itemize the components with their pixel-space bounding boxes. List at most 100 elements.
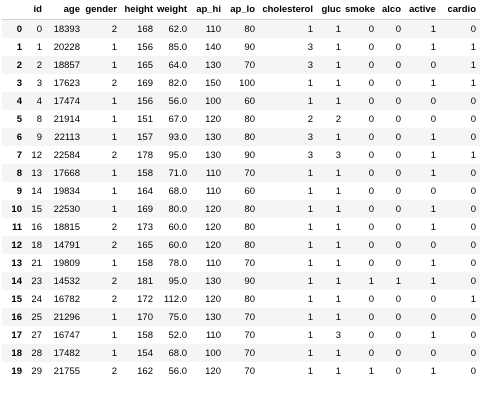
table-cell-height: 156 [137, 95, 153, 107]
column-header-id: id [26, 0, 46, 20]
table-cell-gender: 2 [111, 239, 117, 251]
table-cell-ap_hi: 130 [205, 59, 221, 71]
table-cell-height: 169 [137, 77, 153, 89]
row-index: 10 [11, 203, 22, 215]
table-cell-gender: 1 [111, 185, 117, 197]
table-cell-alco: 0 [395, 365, 401, 377]
table-cell-active: 1 [430, 221, 436, 233]
table-cell-height: 157 [137, 131, 153, 143]
column-header-ap_hi: ap_hi [191, 0, 225, 20]
table-row: 3 3 17623 2 169 82.0 150 100 1 1 0 0 1 1 [2, 74, 480, 92]
table-cell-active: 0 [430, 113, 436, 125]
row-index: 8 [16, 167, 22, 179]
table-cell-alco: 0 [395, 113, 401, 125]
row-index: 9 [16, 185, 22, 197]
table-cell-weight: 52.0 [168, 329, 188, 341]
table-cell-id: 21 [31, 257, 42, 269]
table-cell-smoke: 0 [368, 311, 374, 323]
table-cell-ap_lo: 90 [244, 149, 255, 161]
table-cell-ap_lo: 80 [244, 221, 255, 233]
table-cell-ap_hi: 130 [205, 275, 221, 287]
table-cell-smoke: 0 [368, 95, 374, 107]
table-cell-cardio: 0 [470, 203, 476, 215]
table-cell-active: 0 [430, 185, 436, 197]
table-cell-id: 15 [31, 203, 42, 215]
table-cell-id: 3 [36, 77, 42, 89]
table-cell-cholesterol: 1 [307, 275, 313, 287]
table-cell-cardio: 0 [470, 95, 476, 107]
table-cell-cardio: 0 [470, 311, 476, 323]
table-cell-cholesterol: 1 [307, 347, 313, 359]
index-column-header [2, 0, 26, 20]
table-cell-cardio: 0 [470, 221, 476, 233]
table-cell-weight: 67.0 [168, 113, 188, 125]
table-cell-alco: 0 [395, 311, 401, 323]
table-cell-gluc: 1 [335, 131, 341, 143]
table-cell-active: 0 [430, 347, 436, 359]
table-cell-smoke: 0 [368, 23, 374, 35]
table-cell-age: 18815 [53, 221, 80, 233]
row-index: 0 [16, 23, 22, 35]
table-cell-cholesterol: 1 [307, 293, 313, 305]
table-cell-cholesterol: 1 [307, 167, 313, 179]
table-cell-gluc: 1 [335, 221, 341, 233]
table-cell-active: 1 [430, 365, 436, 377]
table-cell-gluc: 1 [335, 203, 341, 215]
table-cell-height: 151 [137, 113, 153, 125]
table-cell-weight: 112.0 [163, 293, 187, 305]
table-cell-cardio: 0 [470, 365, 476, 377]
table-cell-gluc: 2 [335, 113, 341, 125]
table-cell-active: 0 [430, 59, 436, 71]
table-cell-smoke: 1 [368, 275, 374, 287]
table-cell-smoke: 0 [368, 221, 374, 233]
table-cell-weight: 75.0 [168, 311, 188, 323]
table-cell-ap_lo: 90 [244, 275, 255, 287]
table-cell-cholesterol: 3 [307, 149, 313, 161]
column-header-smoke: smoke [345, 0, 378, 20]
table-cell-active: 1 [430, 329, 436, 341]
table-cell-smoke: 0 [368, 239, 374, 251]
table-cell-gender: 2 [111, 221, 117, 233]
table-row: 10 15 22530 1 169 80.0 120 80 1 1 0 0 1 0 [2, 200, 480, 218]
table-cell-gender: 1 [111, 167, 117, 179]
row-index: 1 [16, 41, 22, 53]
table-row: 0 0 18393 2 168 62.0 110 80 1 1 0 0 1 0 [2, 19, 480, 38]
table-cell-gluc: 1 [335, 41, 341, 53]
table-cell-gender: 1 [111, 113, 117, 125]
table-row: 9 14 19834 1 164 68.0 110 60 1 1 0 0 0 0 [2, 182, 480, 200]
row-index: 3 [16, 77, 22, 89]
table-cell-ap_lo: 100 [239, 77, 255, 89]
table-cell-ap_hi: 120 [205, 365, 221, 377]
table-body: 0 0 18393 2 168 62.0 110 80 1 1 0 0 1 0 1 1 20228 1 156 85.… [2, 19, 480, 380]
table-cell-alco: 0 [395, 203, 401, 215]
table-cell-height: 165 [137, 59, 153, 71]
table-cell-cardio: 1 [470, 149, 476, 161]
table-cell-ap_hi: 110 [205, 23, 221, 35]
table-cell-age: 14791 [53, 239, 80, 251]
row-index: 6 [16, 131, 22, 143]
table-row: 4 4 17474 1 156 56.0 100 60 1 1 0 0 0 0 [2, 92, 480, 110]
table-cell-height: 164 [137, 185, 153, 197]
table-cell-ap_hi: 110 [205, 167, 221, 179]
table-cell-ap_lo: 70 [244, 311, 255, 323]
table-cell-active: 1 [430, 77, 436, 89]
table-cell-gluc: 3 [335, 329, 341, 341]
table-cell-ap_lo: 70 [244, 257, 255, 269]
table-cell-cardio: 1 [470, 59, 476, 71]
table-cell-alco: 1 [395, 275, 401, 287]
table-row: 15 24 16782 2 172 112.0 120 80 1 1 0 0 0 1 [2, 290, 480, 308]
table-cell-age: 20228 [53, 41, 80, 53]
table-cell-smoke: 0 [368, 167, 374, 179]
table-cell-active: 1 [430, 23, 436, 35]
table-cell-cholesterol: 1 [307, 239, 313, 251]
table-cell-alco: 0 [395, 221, 401, 233]
table-row: 14 23 14532 2 181 95.0 130 90 1 1 1 1 1 0 [2, 272, 480, 290]
table-cell-cholesterol: 1 [307, 95, 313, 107]
table-cell-age: 17474 [53, 95, 80, 107]
table-cell-height: 158 [137, 329, 153, 341]
row-index: 16 [11, 311, 22, 323]
table-cell-alco: 0 [395, 59, 401, 71]
table-cell-ap_hi: 110 [205, 329, 221, 341]
table-cell-id: 25 [31, 311, 42, 323]
